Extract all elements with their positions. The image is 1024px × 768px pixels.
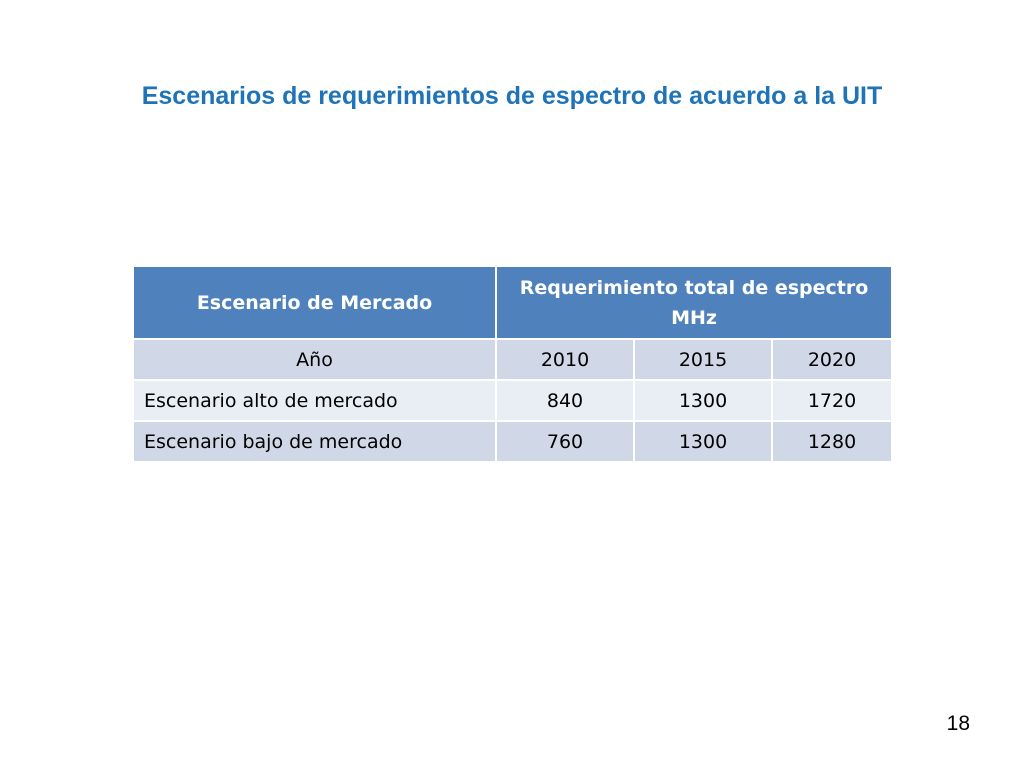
cell-year-2020: 2020 — [771, 338, 893, 381]
cell-low-2015: 1300 — [633, 420, 773, 463]
cell-high-2020: 1720 — [771, 379, 893, 422]
header-total-spectrum: Requerimiento total de espectro MHz — [495, 265, 893, 340]
cell-low-2020: 1280 — [771, 420, 893, 463]
slide-title: Escenarios de requerimientos de espectro… — [141, 82, 883, 110]
table-row-low-scenario: Escenario bajo de mercado 760 1300 1280 — [132, 420, 893, 463]
cell-low-2010: 760 — [495, 420, 635, 463]
spectrum-requirements-table: Escenario de Mercado Requerimiento total… — [132, 265, 893, 463]
cell-year-label: Año — [132, 338, 497, 381]
cell-high-2010: 840 — [495, 379, 635, 422]
cell-high-2015: 1300 — [633, 379, 773, 422]
cell-high-label: Escenario alto de mercado — [132, 379, 497, 422]
table-row-year: Año 2010 2015 2020 — [132, 338, 893, 381]
cell-low-label: Escenario bajo de mercado — [132, 420, 497, 463]
table-row-high-scenario: Escenario alto de mercado 840 1300 1720 — [132, 379, 893, 422]
cell-year-2010: 2010 — [495, 338, 635, 381]
table-header-row: Escenario de Mercado Requerimiento total… — [132, 265, 893, 340]
page-number: 18 — [946, 712, 970, 735]
cell-year-2015: 2015 — [633, 338, 773, 381]
header-market-scenario: Escenario de Mercado — [132, 265, 497, 340]
